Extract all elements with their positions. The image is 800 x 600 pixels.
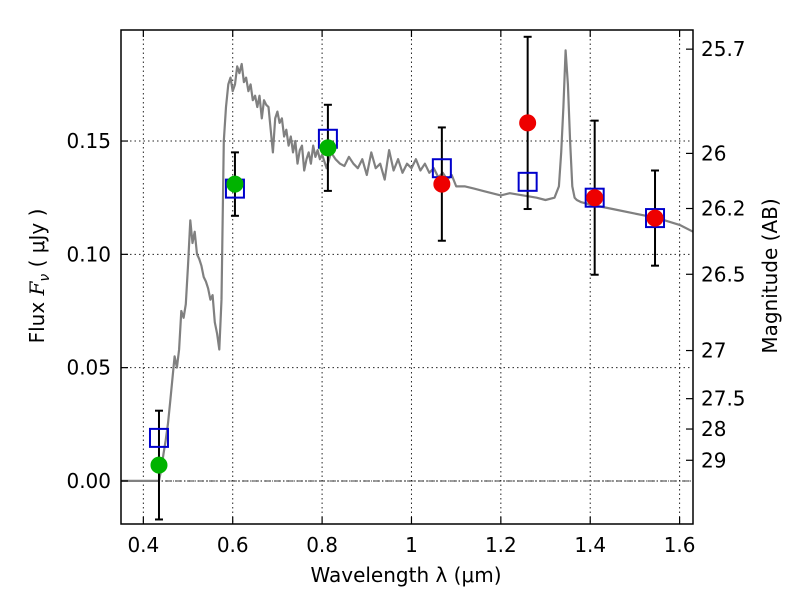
y-axis-label-symbol: F — [25, 280, 49, 296]
y2-tick-label-3: 26.5 — [701, 262, 746, 286]
x-tick-label-3: 1 — [405, 533, 418, 557]
observed-photometry-point — [226, 175, 244, 193]
y-axis-label: Flux Fν ( μJy ) — [25, 209, 53, 344]
x-tick-label-6: 1.6 — [664, 533, 696, 557]
x-tick-label-2: 0.8 — [306, 533, 338, 557]
y-axis-ticks: 0.00 0.05 0.10 0.15 — [66, 129, 128, 493]
model-photometry-point — [645, 208, 666, 229]
observed-photometry-point — [433, 175, 451, 193]
observed-photometry-point — [319, 139, 337, 157]
x-tick-label-5: 1.4 — [574, 533, 606, 557]
x-tick-label-1: 0.6 — [217, 533, 249, 557]
plot-frame — [120, 29, 694, 525]
x-axis-ticks: 0.4 0.6 0.8 1 1.2 1.4 1.6 — [127, 30, 696, 557]
y-axis-label-subscript: ν — [37, 274, 53, 282]
y-axis-label-prefix: Flux — [25, 295, 49, 343]
y2-axis-label: Magnitude (AB) — [758, 198, 782, 353]
y2-tick-label-2: 26.2 — [701, 197, 746, 221]
observed-photometry-markers — [150, 114, 664, 474]
model-sed-line — [121, 49, 694, 482]
y-tick-label-2: 0.10 — [66, 242, 111, 266]
y2-tick-label-1: 26 — [701, 141, 726, 165]
model-photometry-markers — [148, 128, 666, 448]
model-photometry-point — [517, 171, 538, 192]
error-bars — [154, 35, 660, 521]
y2-tick-label-6: 28 — [701, 417, 726, 441]
model-photometry-point — [148, 427, 169, 448]
x-axis-label: Wavelength λ (μm) — [310, 563, 501, 587]
y2-tick-label-5: 27.5 — [701, 387, 746, 411]
y2-tick-label-0: 25.7 — [701, 37, 746, 61]
x-tick-label-0: 0.4 — [127, 533, 159, 557]
observed-photometry-point — [519, 114, 537, 132]
grid-lines — [121, 30, 693, 524]
observed-photometry-point — [586, 189, 604, 207]
y2-tick-label-7: 29 — [701, 448, 726, 472]
y-tick-label-3: 0.15 — [66, 129, 111, 153]
y-axis-label-unit: ( μJy ) — [25, 209, 49, 274]
observed-photometry-point — [646, 209, 664, 227]
y-tick-label-0: 0.00 — [66, 469, 111, 493]
x-tick-label-4: 1.2 — [485, 533, 517, 557]
y2-tick-label-4: 27 — [701, 339, 726, 363]
magnitude-axis-ticks: 25.7 26 26.2 26.5 27 27.5 28 29 — [686, 37, 746, 472]
model-photometry-point — [584, 187, 605, 208]
observed-photometry-point — [150, 456, 168, 474]
y-tick-label-1: 0.05 — [66, 356, 111, 380]
